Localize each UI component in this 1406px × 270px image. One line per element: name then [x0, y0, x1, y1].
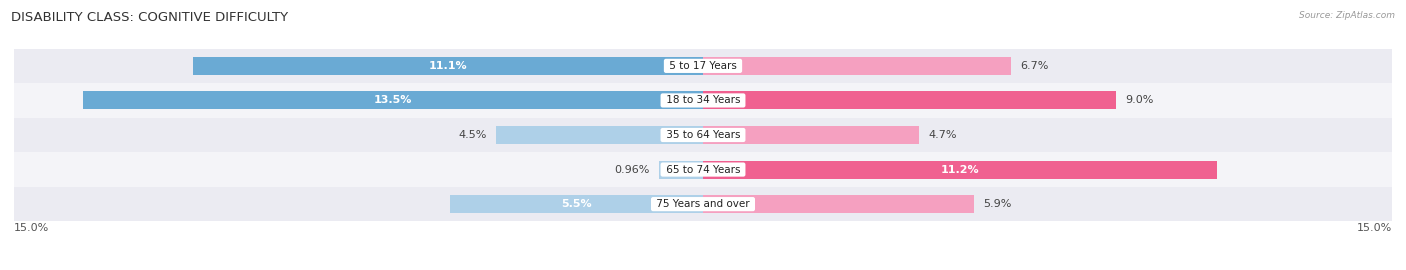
Bar	[14, 49, 1392, 83]
Bar	[659, 161, 703, 178]
Text: Source: ZipAtlas.com: Source: ZipAtlas.com	[1299, 11, 1395, 20]
Text: 65 to 74 Years: 65 to 74 Years	[662, 164, 744, 175]
Text: 4.7%: 4.7%	[928, 130, 956, 140]
Bar	[703, 57, 1011, 75]
Text: DISABILITY CLASS: COGNITIVE DIFFICULTY: DISABILITY CLASS: COGNITIVE DIFFICULTY	[11, 11, 288, 24]
Bar	[703, 92, 1116, 109]
Text: 35 to 64 Years: 35 to 64 Years	[662, 130, 744, 140]
Bar	[14, 152, 1392, 187]
Text: 6.7%: 6.7%	[1019, 61, 1049, 71]
Text: 5 to 17 Years: 5 to 17 Years	[666, 61, 740, 71]
Text: 5.5%: 5.5%	[561, 199, 592, 209]
Text: 4.5%: 4.5%	[458, 130, 486, 140]
Bar	[496, 126, 703, 144]
Bar	[83, 92, 703, 109]
Bar	[450, 195, 703, 213]
Text: 15.0%: 15.0%	[1357, 223, 1392, 233]
Text: 13.5%: 13.5%	[374, 95, 412, 106]
Text: 0.96%: 0.96%	[614, 164, 650, 175]
Text: 11.1%: 11.1%	[429, 61, 467, 71]
Text: 9.0%: 9.0%	[1126, 95, 1154, 106]
Bar	[703, 126, 920, 144]
Text: 18 to 34 Years: 18 to 34 Years	[662, 95, 744, 106]
Bar	[193, 57, 703, 75]
Bar	[14, 83, 1392, 118]
Bar	[14, 118, 1392, 152]
Bar	[703, 161, 1218, 178]
Text: 75 Years and over: 75 Years and over	[652, 199, 754, 209]
Bar	[14, 187, 1392, 221]
Text: 15.0%: 15.0%	[14, 223, 49, 233]
Text: 5.9%: 5.9%	[983, 199, 1011, 209]
Bar	[703, 195, 974, 213]
Text: 11.2%: 11.2%	[941, 164, 980, 175]
